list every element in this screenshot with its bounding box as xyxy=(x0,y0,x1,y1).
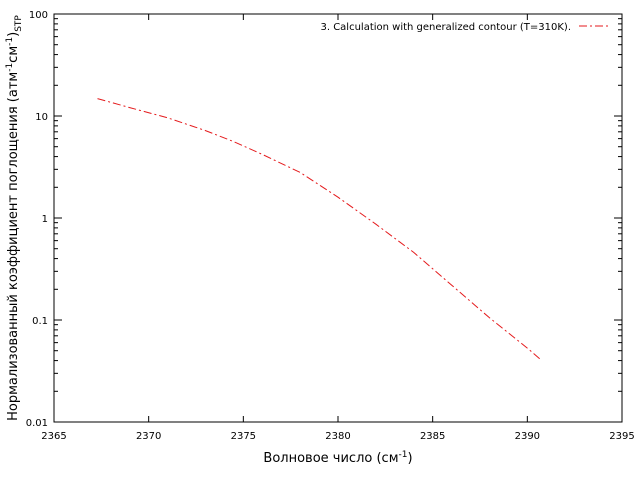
x-tick-label: 2375 xyxy=(231,431,256,442)
x-axis: 2365 2370 2375 2380 2385 2390 2395 xyxy=(41,14,635,442)
y-tick-label: 1 xyxy=(42,214,48,225)
y-tick-label: 100 xyxy=(29,10,48,21)
x-tick-label: 2395 xyxy=(609,431,634,442)
legend-label: 3. Calculation with generalized contour … xyxy=(320,22,571,33)
series-line xyxy=(97,98,541,360)
x-axis-title: Волновое число (см-1) xyxy=(263,450,412,466)
y-tick-label: 0.1 xyxy=(32,316,48,327)
x-tick-label: 2385 xyxy=(420,431,445,442)
plot-frame xyxy=(53,13,623,423)
x-tick-label: 2365 xyxy=(41,431,66,442)
x-tick-label: 2390 xyxy=(515,431,540,442)
series-layer xyxy=(97,98,541,360)
x-tick-label: 2370 xyxy=(136,431,161,442)
legend: 3. Calculation with generalized contour … xyxy=(320,22,609,33)
y-axis: 0.01 0.1 1 10 100 xyxy=(26,10,622,429)
x-tick-label: 2380 xyxy=(325,431,350,442)
y-axis-title: Нормализованный коэффициент поглощения (… xyxy=(5,15,24,421)
y-tick-label: 10 xyxy=(35,112,48,123)
y-tick-label: 0.01 xyxy=(26,418,48,429)
